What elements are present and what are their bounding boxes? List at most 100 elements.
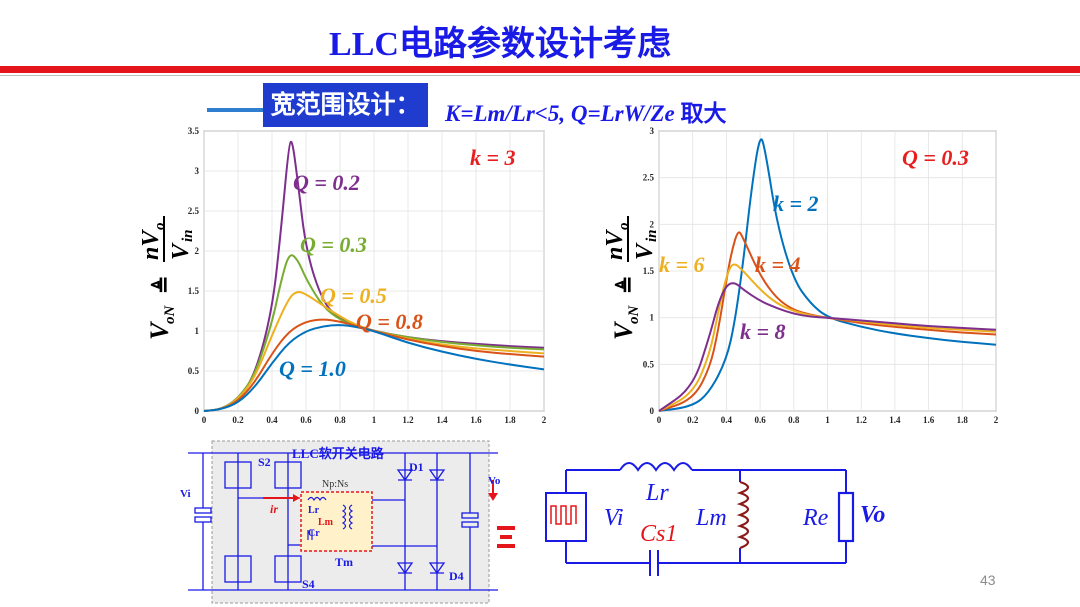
y-tick-label: 3 [195,166,200,176]
x-tick-label: 1.4 [889,415,901,425]
series-line [658,282,997,412]
x-tick-label: 0 [657,415,662,425]
eq-labels: Vi Lr Lm Re Vo [604,480,885,531]
page-number: 43 [980,572,996,588]
y-tick-label: 0 [650,406,655,416]
y-tick-label: 1 [195,326,200,336]
tank-components [307,496,354,540]
x-tick-label: 0.4 [266,415,278,425]
circuit-labels: S2 S4 D1 D4 Vi Vo Np:Ns Lr Lm Cr Tm [180,455,501,591]
y-tick-label: 1.5 [643,266,655,276]
label-lm: Lm [318,517,334,528]
x-tick-label: 0.6 [300,415,312,425]
lm-inductor [736,480,750,550]
label-ir: ir [270,502,278,516]
eq-label-vo: Vo [860,502,885,528]
svg-text:≜: ≜ [150,276,175,294]
y-tick-label: 1 [650,313,655,323]
output-arrow [488,493,498,501]
x-tick-label: 1 [372,415,377,425]
label-npns: Np:Ns [322,479,348,490]
series-line [203,324,545,412]
x-tick-label: 2 [994,415,999,425]
y-tick-label: 2 [650,219,655,229]
current-arrowhead [293,494,300,502]
label-vo: Vo [488,475,501,487]
x-tick-label: 0 [202,415,207,425]
svg-text:o: o [152,223,168,231]
label-vi: Vi [180,488,191,500]
title-underline-red [0,66,1080,73]
x-tick-label: 1.8 [504,415,516,425]
y-tick-label: 0 [195,406,200,416]
annotation-q03: Q = 0.3 [902,145,969,170]
x-tick-label: 0.2 [232,415,244,425]
svg-text:o: o [616,223,632,231]
series-label-k4: k = 4 [755,252,801,277]
formula-main: K=Lm/Lr<5, Q=LrW/Ze [445,101,681,126]
ylabel-left: VoN ≜ nVo Vin [138,216,196,340]
label-d1: D1 [409,460,424,474]
x-tick-label: 0.2 [687,415,699,425]
svg-text:in: in [180,229,196,242]
y-tick-label: 2.5 [643,173,655,183]
x-tick-label: 1 [825,415,830,425]
svg-text:nV: nV [602,229,628,260]
x-tick-label: 1.2 [856,415,868,425]
x-tick-label: 0.8 [788,415,800,425]
title-underline-gray [0,75,1080,76]
x-tick-label: 1.6 [470,415,482,425]
svg-text:V: V [145,320,174,340]
formula-suffix: 取大 [680,101,727,127]
series-label-q05: Q = 0.5 [320,283,387,308]
x-tick-label: 2 [542,415,547,425]
eq-label-lr: Lr [645,480,669,506]
dc-source-symbol [497,526,515,548]
x-tick-label: 1.2 [402,415,414,425]
label-s2: S2 [258,455,271,469]
chart-k-variation: 0 0.2 0.4 0.6 0.8 1 1.2 1.4 1.6 1.8 2 0 0.5 1 1.5 2 2.5 3 [643,126,999,425]
series-line [203,291,545,412]
label-tm: Tm [335,555,353,569]
x-tick-label: 1.6 [923,415,935,425]
svg-text:V: V [632,242,658,260]
ylabel-right: VoN ≜ nVo Vin [602,216,660,340]
svg-text:≜: ≜ [614,276,639,294]
svg-text:oN: oN [626,305,642,325]
series-label-q03: Q = 0.3 [300,232,367,257]
eq-label-cs1: Cs1 [640,521,677,547]
square-wave-icon [550,505,577,525]
annotation-k3: k = 3 [470,145,516,170]
svg-text:oN: oN [162,305,178,325]
resonant-tank-box [300,491,373,552]
chart-q-variation: 0 0.2 0.4 0.6 0.8 1 1.2 1.4 1.6 1.8 2 0 0.5 1 1.5 2 2.5 3… [188,126,547,425]
y-tick-label: 3.5 [188,126,200,136]
section-badge: 宽范围设计： [263,83,428,127]
svg-text:in: in [644,229,660,242]
y-tick-label: 2 [195,246,200,256]
x-tick-label: 1.8 [957,415,969,425]
series-label-q10: Q = 1.0 [279,356,346,381]
eq-label-re: Re [802,505,829,531]
eq-label-lm: Lm [695,505,727,531]
series-line [658,231,997,412]
x-tick-label: 0.6 [754,415,766,425]
svg-text:V: V [609,320,638,340]
y-tick-label: 0.5 [643,359,655,369]
y-tick-label: 0.5 [188,366,200,376]
x-tick-label: 1.4 [436,415,448,425]
y-tick-label: 2.5 [188,206,200,216]
series-label-q08: Q = 0.8 [356,309,423,334]
y-tick-label: 1.5 [188,286,200,296]
x-tick-label: 0.4 [721,415,733,425]
label-cr: Cr [308,528,320,539]
label-s4: S4 [302,577,315,591]
label-lr: Lr [308,505,320,516]
svg-text:V: V [168,242,194,260]
x-tick-label: 0.8 [334,415,346,425]
series-label-k6: k = 6 [659,252,705,277]
series-label-k2: k = 2 [773,191,819,216]
series-label-q02: Q = 0.2 [293,170,360,195]
